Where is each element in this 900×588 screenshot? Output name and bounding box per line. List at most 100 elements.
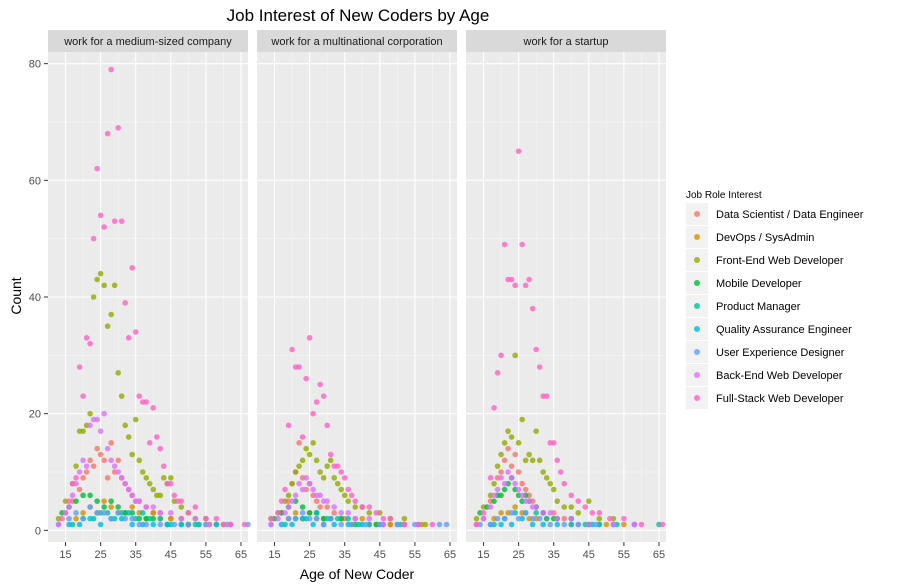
data-point bbox=[498, 510, 504, 516]
data-point bbox=[320, 393, 327, 399]
data-point bbox=[515, 440, 522, 446]
data-point bbox=[90, 463, 97, 469]
data-point bbox=[345, 515, 352, 522]
data-point bbox=[533, 428, 539, 434]
data-point bbox=[73, 515, 79, 522]
data-point bbox=[526, 451, 532, 458]
data-point bbox=[473, 521, 480, 528]
data-point bbox=[596, 510, 603, 516]
data-point bbox=[345, 486, 352, 493]
data-point bbox=[422, 521, 429, 528]
data-point bbox=[603, 521, 610, 528]
data-point bbox=[278, 498, 285, 504]
data-point bbox=[561, 521, 568, 528]
data-point bbox=[87, 504, 93, 510]
data-point bbox=[94, 445, 100, 452]
data-point bbox=[289, 498, 295, 504]
x-tick-label: 35 bbox=[130, 549, 142, 561]
data-point bbox=[522, 457, 529, 464]
data-point bbox=[607, 515, 613, 522]
strip-bg-medium bbox=[48, 30, 248, 52]
data-point bbox=[292, 469, 299, 475]
data-point bbox=[292, 492, 299, 499]
data-point bbox=[310, 521, 316, 528]
data-point bbox=[150, 405, 157, 411]
data-point bbox=[268, 521, 274, 528]
legend-title: Job Role Interest bbox=[686, 190, 762, 201]
legend-label: Quality Assurance Engineer bbox=[716, 324, 852, 336]
data-point bbox=[519, 480, 525, 487]
data-point bbox=[331, 521, 337, 528]
data-point bbox=[220, 521, 227, 528]
data-point bbox=[341, 475, 348, 481]
x-tick-label: 55 bbox=[409, 549, 421, 561]
data-point bbox=[554, 457, 561, 464]
x-tick-label: 25 bbox=[95, 549, 107, 561]
legend-label: Mobile Developer bbox=[716, 278, 802, 290]
data-point bbox=[111, 282, 118, 289]
data-point bbox=[491, 498, 497, 504]
data-point bbox=[415, 521, 422, 528]
y-tick-label: 0 bbox=[35, 525, 41, 537]
x-tick-label: 45 bbox=[165, 549, 177, 561]
data-point bbox=[501, 457, 508, 464]
points-startup bbox=[473, 148, 666, 528]
legend-label: Front-End Web Developer bbox=[716, 255, 844, 267]
data-point bbox=[206, 521, 213, 528]
data-point bbox=[543, 515, 550, 522]
legend-key bbox=[694, 349, 700, 355]
data-point bbox=[83, 463, 90, 469]
data-point bbox=[498, 475, 504, 481]
data-point bbox=[533, 510, 539, 516]
data-point bbox=[568, 492, 575, 499]
data-point bbox=[512, 282, 518, 289]
data-point bbox=[278, 521, 285, 528]
data-point bbox=[289, 521, 295, 528]
data-point bbox=[289, 480, 295, 487]
data-point bbox=[526, 498, 532, 504]
data-point bbox=[324, 463, 330, 469]
data-point bbox=[338, 486, 345, 493]
data-point bbox=[132, 416, 139, 423]
data-point bbox=[160, 463, 167, 469]
data-point bbox=[529, 305, 536, 312]
data-point bbox=[331, 475, 337, 481]
y-axis: 0 20 40 60 80 bbox=[29, 59, 48, 537]
data-point bbox=[59, 515, 65, 522]
data-point bbox=[87, 422, 93, 429]
data-point bbox=[178, 515, 185, 522]
data-point bbox=[508, 463, 515, 469]
data-point bbox=[83, 335, 90, 341]
data-point bbox=[285, 515, 292, 522]
data-point bbox=[352, 498, 359, 504]
data-point bbox=[494, 515, 501, 522]
data-point bbox=[515, 148, 522, 154]
data-point bbox=[519, 416, 525, 423]
data-point bbox=[334, 480, 341, 487]
data-point bbox=[310, 410, 316, 417]
data-point bbox=[554, 498, 561, 504]
data-point bbox=[73, 498, 79, 504]
data-point bbox=[494, 463, 501, 469]
data-point bbox=[540, 521, 546, 528]
data-point bbox=[487, 475, 494, 481]
data-point bbox=[104, 130, 111, 137]
legend-key bbox=[694, 395, 700, 401]
data-point bbox=[529, 521, 536, 528]
data-point bbox=[115, 510, 121, 516]
data-point bbox=[366, 504, 373, 510]
data-point bbox=[338, 469, 345, 475]
data-point bbox=[512, 480, 518, 487]
data-point bbox=[150, 510, 157, 516]
data-point bbox=[401, 515, 408, 522]
data-point bbox=[90, 294, 97, 300]
data-point bbox=[73, 475, 79, 481]
data-point bbox=[498, 521, 504, 528]
data-point bbox=[306, 480, 313, 487]
data-point bbox=[76, 521, 83, 528]
data-point bbox=[313, 457, 320, 464]
data-point bbox=[317, 492, 323, 499]
data-point bbox=[275, 510, 281, 516]
data-point bbox=[491, 405, 497, 411]
data-point bbox=[73, 463, 79, 469]
